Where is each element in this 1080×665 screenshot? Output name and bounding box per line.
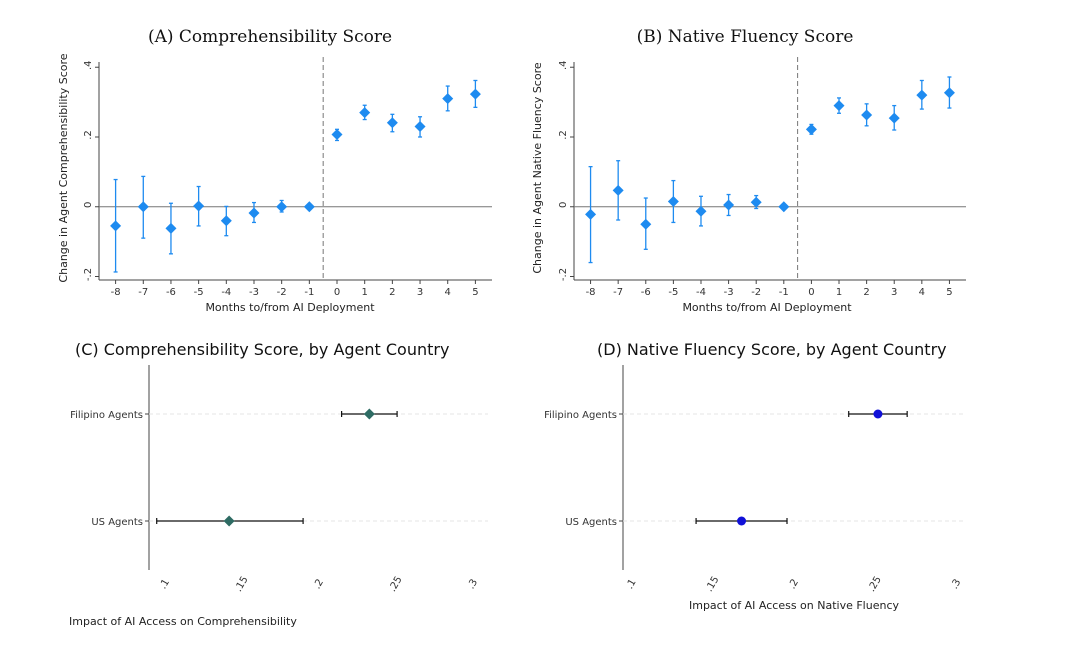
panel-c-x-tick-label: .2 (312, 577, 326, 591)
panel-d-x-tick-label: .2 (787, 577, 801, 591)
panel-c-x-tick-label: .25 (387, 575, 404, 594)
panel-b-title: (B) Native Fluency Score (637, 27, 854, 47)
panel-a-y-tick-label: -.2 (83, 268, 94, 281)
panel-c-x-tick-label: .1 (158, 577, 172, 591)
panel-a-point (386, 117, 398, 129)
panel-b-point (778, 201, 790, 213)
panel-b-x-tick-label: 3 (891, 287, 897, 298)
panel-a-x-tick-label: -3 (249, 287, 259, 298)
panel-c-point (363, 408, 375, 420)
panel-a-x-tick-label: -7 (138, 287, 148, 298)
panel-b-point (888, 112, 900, 124)
panel-a-point (442, 93, 454, 105)
panel-b-x-tick-label: 2 (863, 287, 869, 298)
panel-b-point (861, 109, 873, 121)
panel-b-native-fluency: (B) Native Fluency Score Months to/from … (531, 27, 966, 314)
panel-c-x-tick-label: .3 (466, 577, 480, 591)
panel-a-point (220, 215, 232, 227)
panel-a-point (165, 222, 177, 234)
panel-b-x-tick-label: 4 (919, 287, 925, 298)
panel-a-x-tick-label: 1 (362, 287, 368, 298)
panel-b-point (585, 208, 597, 220)
panel-b-point (695, 205, 707, 217)
panel-a-point (137, 201, 149, 213)
panel-a-title: (A) Comprehensibility Score (148, 27, 392, 47)
panel-c-comprehensibility-by-country: (C) Comprehensibility Score, by Agent Co… (69, 340, 488, 628)
panel-b-x-tick-label: -3 (724, 287, 734, 298)
panel-b-point (943, 87, 955, 99)
panel-d-x-tick-label: .25 (866, 575, 883, 594)
panel-c-category-label: US Agents (91, 517, 143, 528)
panel-a-y-axis-label: Change in Agent Comprehensibility Score (57, 53, 70, 282)
panel-b-y-tick-label: .4 (558, 60, 569, 70)
panel-a-y-tick-label: .2 (83, 130, 94, 140)
panel-c-title: (C) Comprehensibility Score, by Agent Co… (75, 340, 449, 359)
panel-b-x-tick-label: 0 (808, 287, 814, 298)
panel-b-point (640, 218, 652, 230)
panel-a-point (359, 107, 371, 119)
panel-a-point (414, 121, 426, 133)
panel-b-x-tick-label: -6 (641, 287, 651, 298)
panel-b-point (916, 89, 928, 101)
panel-b-y-tick-label: 0 (558, 202, 569, 208)
panel-c-x-axis-label: Impact of AI Access on Comprehensibility (69, 615, 297, 628)
panel-d-x-tick-label: .1 (624, 577, 638, 591)
panel-a-y-tick-label: .4 (83, 60, 94, 70)
panel-a-x-tick-label: -5 (194, 287, 204, 298)
panel-d-point (737, 516, 747, 526)
panel-c-point (223, 515, 235, 527)
panel-b-x-tick-label: -1 (779, 287, 789, 298)
panel-b-x-tick-label: -2 (751, 287, 761, 298)
panel-b-y-axis-label: Change in Agent Native Fluency Score (531, 62, 544, 273)
panel-d-title: (D) Native Fluency Score, by Agent Count… (597, 340, 947, 359)
panel-a-x-tick-label: 2 (389, 287, 395, 298)
panel-a-point (276, 201, 288, 213)
panel-d-x-tick-label: .15 (704, 575, 721, 594)
panel-a-x-axis-label: Months to/from AI Deployment (205, 301, 375, 314)
panel-a-x-tick-label: 0 (334, 287, 340, 298)
panel-c-category-label: Filipino Agents (70, 410, 143, 421)
panel-a-point (303, 201, 315, 213)
panel-a-y-tick-label: 0 (83, 202, 94, 208)
panel-a-comprehensibility: (A) Comprehensibility Score Months to/fr… (57, 27, 492, 314)
panel-b-y-tick-label: -.2 (558, 268, 569, 281)
panel-d-category-label: US Agents (565, 517, 617, 528)
panel-a-x-tick-label: -6 (166, 287, 176, 298)
panel-d-category-label: Filipino Agents (544, 410, 617, 421)
panel-a-point (331, 129, 343, 141)
panel-c-x-tick-label: .15 (233, 575, 250, 594)
panel-b-point (805, 123, 817, 135)
panel-b-point (723, 199, 735, 211)
panel-d-x-tick-label: .3 (949, 577, 963, 591)
panel-b-point (833, 100, 845, 112)
panel-b-x-tick-label: -5 (668, 287, 678, 298)
panel-b-point (750, 196, 762, 208)
panel-a-x-tick-label: -1 (304, 287, 314, 298)
panel-a-point (193, 200, 205, 212)
panel-b-x-axis-label: Months to/from AI Deployment (682, 301, 852, 314)
panel-d-native-fluency-by-country: (D) Native Fluency Score, by Agent Count… (544, 340, 964, 612)
panel-d-x-axis-label: Impact of AI Access on Native Fluency (689, 599, 900, 612)
panel-a-point (469, 88, 481, 100)
panel-b-x-tick-label: 5 (946, 287, 952, 298)
panel-a-x-tick-label: 3 (417, 287, 423, 298)
panel-b-x-tick-label: -8 (586, 287, 596, 298)
panel-b-x-tick-label: -4 (696, 287, 706, 298)
panel-b-y-tick-label: .2 (558, 130, 569, 140)
panel-a-x-tick-label: -8 (111, 287, 121, 298)
panel-a-x-tick-label: -4 (221, 287, 231, 298)
panel-a-x-tick-label: -2 (277, 287, 287, 298)
panel-b-point (612, 184, 624, 196)
panel-a-x-tick-label: 5 (472, 287, 478, 298)
panel-a-x-tick-label: 4 (445, 287, 451, 298)
panel-d-point (873, 409, 883, 419)
panel-a-point (248, 207, 260, 219)
panel-b-x-tick-label: 1 (836, 287, 842, 298)
panel-a-point (110, 220, 122, 232)
panel-b-x-tick-label: -7 (613, 287, 623, 298)
panel-b-point (667, 196, 679, 208)
